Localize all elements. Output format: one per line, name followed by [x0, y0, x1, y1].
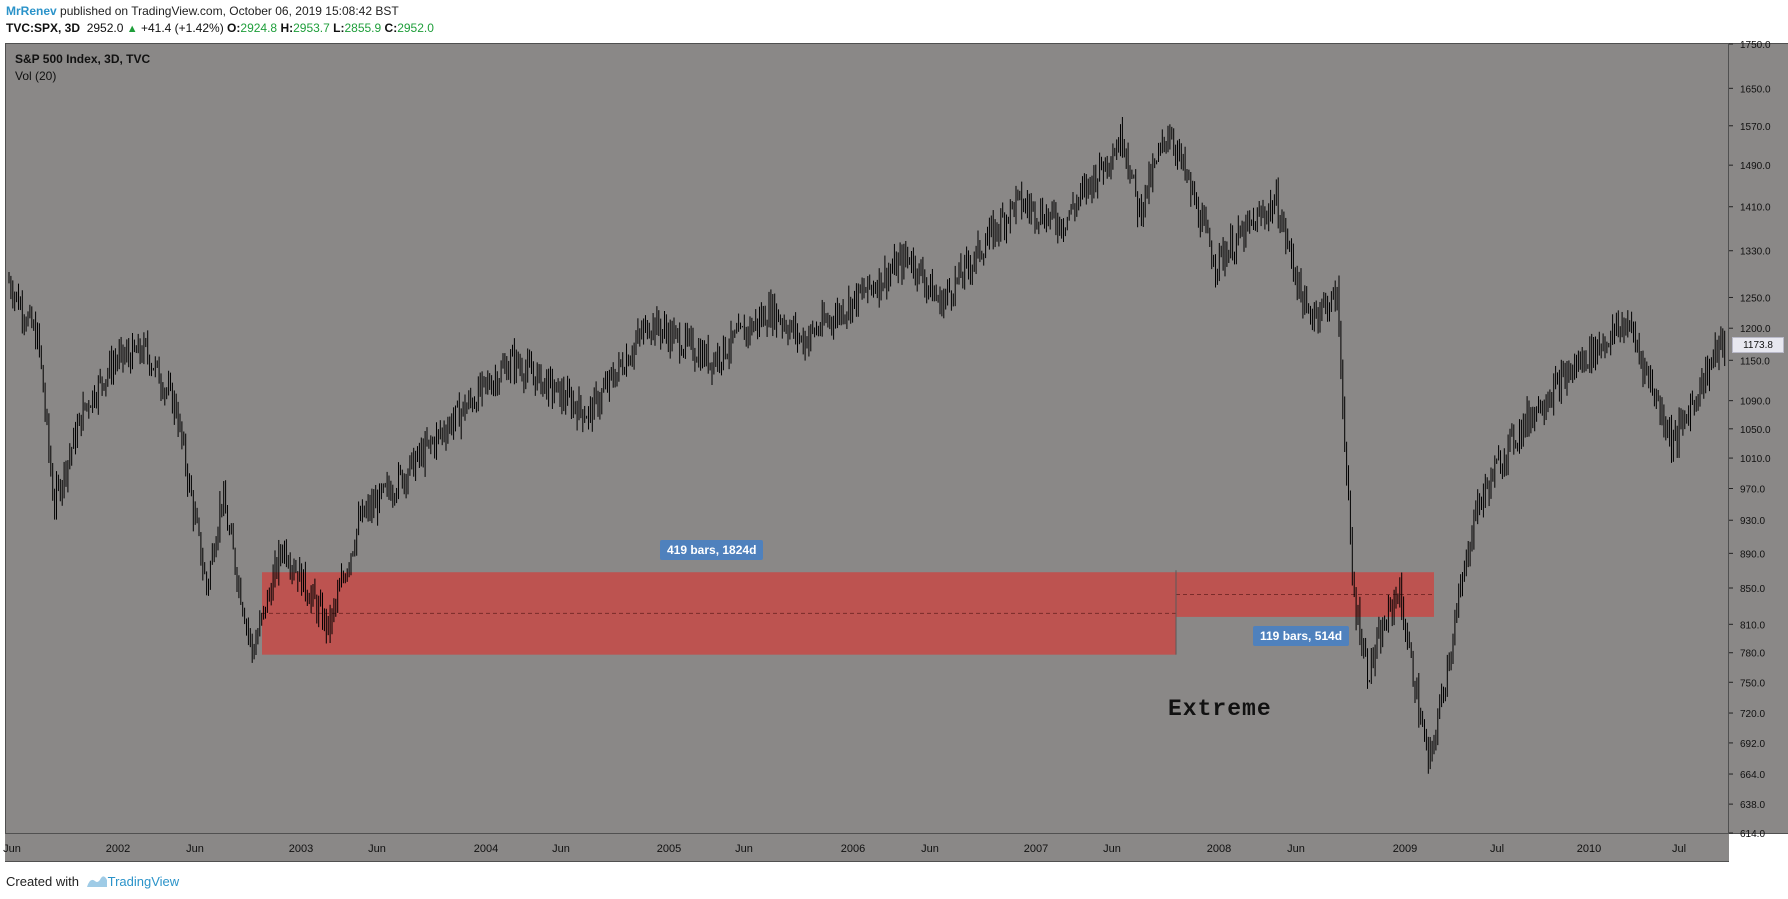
price-tick-label: 1570.0 — [1740, 122, 1771, 133]
price-tick-label: 614.0 — [1740, 829, 1765, 840]
time-tick-label: Jul — [1672, 843, 1686, 855]
extreme-annotation: Extreme — [1168, 696, 1272, 722]
time-tick-label: Jun — [552, 843, 570, 855]
published-text: published on TradingView.com, October 06… — [56, 4, 399, 18]
created-with-text: Created with — [6, 874, 79, 889]
price-tick-label: 890.0 — [1740, 549, 1765, 560]
time-tick-label: Jun — [3, 843, 21, 855]
time-tick-label: Jul — [1490, 843, 1504, 855]
close-value: 2952.0 — [397, 21, 434, 35]
price-tick-label: 664.0 — [1740, 770, 1765, 781]
price-tick-label: 1250.0 — [1740, 293, 1771, 304]
time-tick-label: Jun — [921, 843, 939, 855]
footer: Created with TradingView — [6, 874, 179, 889]
price-tick-label: 1490.0 — [1740, 161, 1771, 172]
price-tick-label: 1050.0 — [1740, 425, 1771, 436]
price-tick-label: 1330.0 — [1740, 247, 1771, 258]
time-tick-label: 2006 — [841, 843, 865, 855]
price-tick-label: 1200.0 — [1740, 324, 1771, 335]
time-tick-label: 2004 — [474, 843, 498, 855]
symbol-label: TVC:SPX, 3D — [6, 21, 81, 35]
open-value: 2924.8 — [240, 21, 278, 35]
tradingview-link[interactable]: TradingView — [107, 874, 180, 889]
up-triangle-icon: ▲ — [126, 23, 138, 35]
price-axis[interactable] — [1729, 43, 1788, 834]
price-tick-label: 810.0 — [1740, 620, 1765, 631]
last-price-value: 2952.0 — [86, 21, 124, 35]
price-tick-label: 638.0 — [1740, 800, 1765, 811]
price-tick-label: 1150.0 — [1740, 356, 1770, 367]
price-tick-label: 970.0 — [1740, 485, 1765, 496]
time-tick-label: Jun — [735, 843, 753, 855]
last-price-tag: 1173.8 — [1732, 337, 1784, 353]
legend-volume: Vol (20) — [15, 69, 57, 83]
range-label-2: 119 bars, 514d — [1253, 626, 1350, 646]
chart-legend: S&P 500 Index, 3D, TVC Vol (20) — [15, 51, 150, 85]
low-label: L: — [333, 21, 345, 35]
price-tick-label: 930.0 — [1740, 516, 1765, 527]
time-tick-label: Jun — [186, 843, 204, 855]
close-label: C: — [384, 21, 398, 35]
price-tick-label: 1750.0 — [1740, 40, 1771, 51]
tradingview-logo-icon — [86, 876, 107, 887]
time-tick-label: 2005 — [657, 843, 681, 855]
time-tick-label: 2007 — [1024, 843, 1048, 855]
time-tick-label: 2010 — [1577, 843, 1601, 855]
publish-info: MrRenev published on TradingView.com, Oc… — [6, 4, 399, 18]
time-axis[interactable] — [5, 834, 1729, 862]
time-tick-label: 2008 — [1207, 843, 1231, 855]
price-tick-label: 692.0 — [1740, 739, 1765, 750]
low-value: 2855.9 — [344, 21, 382, 35]
time-tick-label: Jun — [368, 843, 386, 855]
price-tick-label: 850.0 — [1740, 584, 1765, 595]
high-value: 2953.7 — [293, 21, 330, 35]
time-tick-label: 2002 — [106, 843, 130, 855]
range-label-1: 419 bars, 1824d — [660, 540, 764, 560]
price-tick-label: 780.0 — [1740, 649, 1765, 660]
price-tick-label: 1010.0 — [1740, 454, 1771, 465]
price-tick-label: 1090.0 — [1740, 397, 1771, 408]
high-label: H: — [280, 21, 294, 35]
time-tick-label: Jun — [1103, 843, 1121, 855]
price-tick-label: 1650.0 — [1740, 84, 1771, 95]
price-tick-label: 720.0 — [1740, 709, 1765, 720]
ohlc-bar: TVC:SPX, 3D 2952.0 ▲ +41.4 (+1.42%) O:29… — [6, 21, 434, 35]
legend-title: S&P 500 Index, 3D, TVC — [15, 52, 151, 66]
author-link[interactable]: MrRenev — [6, 4, 57, 18]
time-tick-label: 2003 — [289, 843, 313, 855]
change-value: +41.4 (+1.42%) — [140, 21, 224, 35]
price-tick-label: 1410.0 — [1740, 203, 1771, 214]
time-tick-label: Jun — [1287, 843, 1305, 855]
price-tick-label: 750.0 — [1740, 678, 1765, 689]
open-label: O: — [227, 21, 241, 35]
time-tick-label: 2009 — [1393, 843, 1417, 855]
